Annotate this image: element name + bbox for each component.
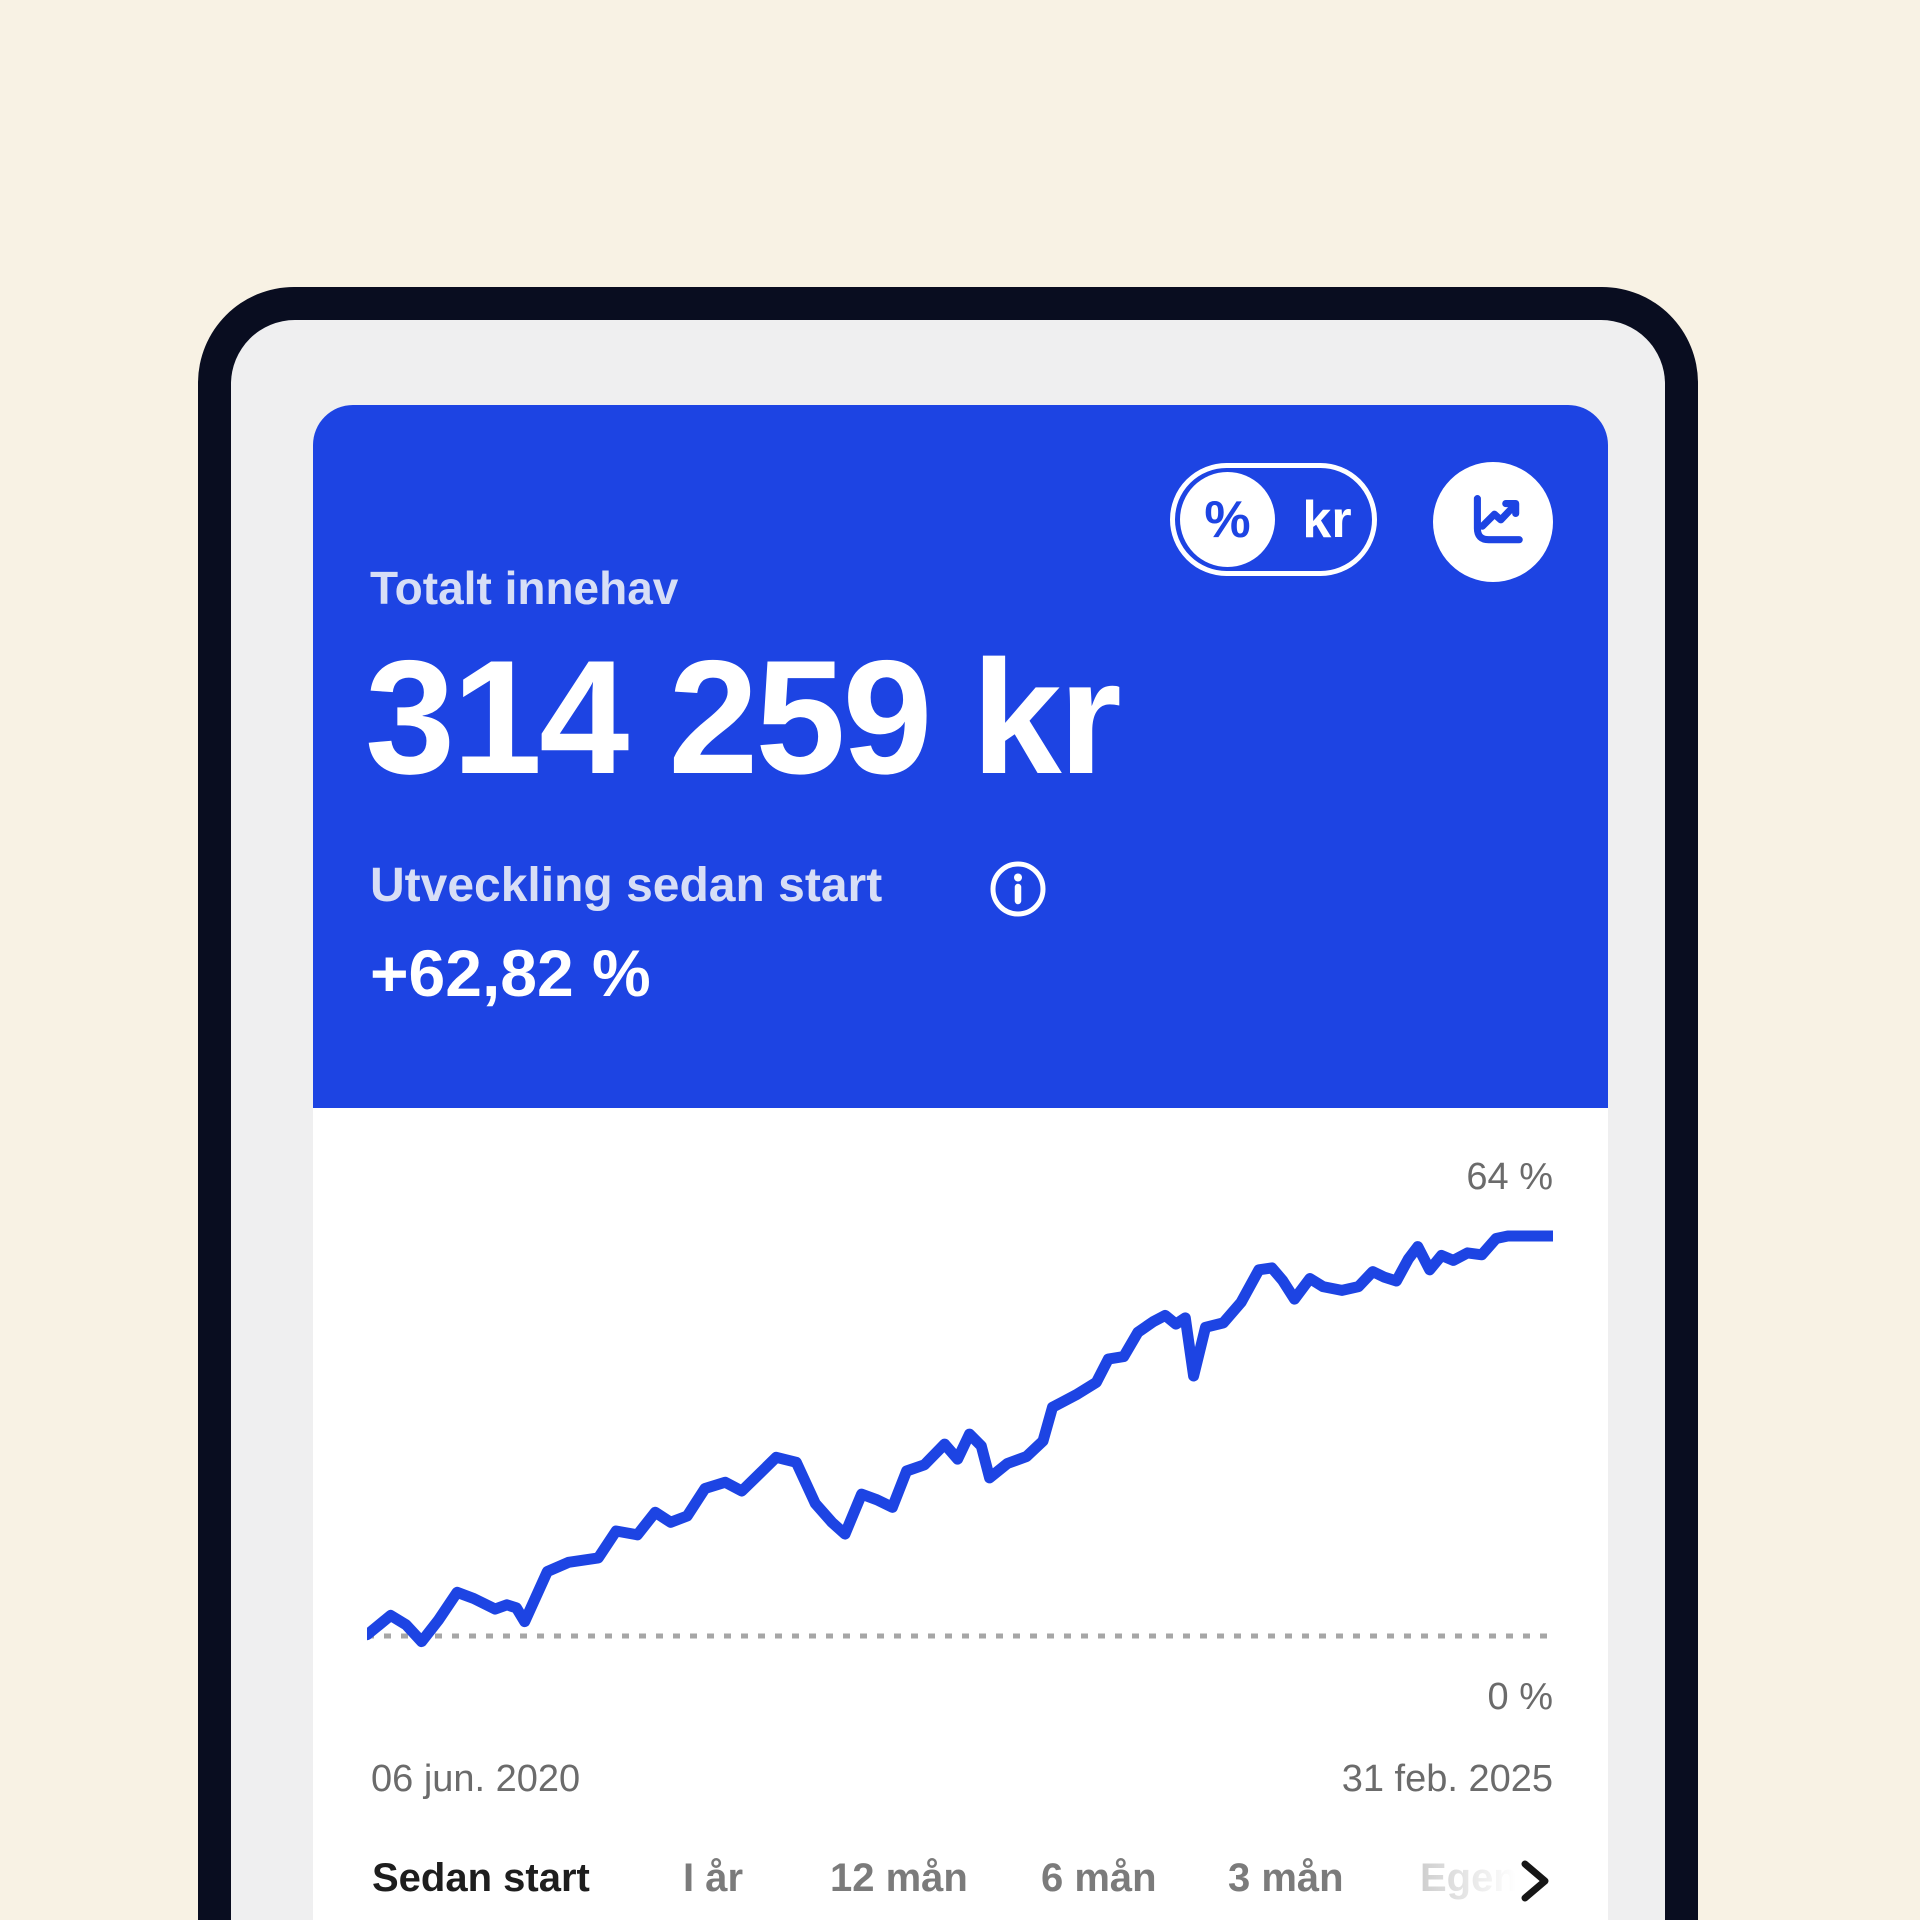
percent-toggle-option[interactable]: % [1180, 472, 1275, 567]
chevron-right-icon[interactable] [1518, 1858, 1552, 1904]
line-chart-icon [1473, 495, 1523, 544]
period-tabs: Egen 3 mån 6 mån 12 mån I år Sedan start [313, 1848, 1608, 1920]
performance-chart-section: 64 % 0 % 06 jun. 2020 31 feb. 2025 Egen 3… [313, 1108, 1608, 1920]
content-sheet: % kr Totalt innehav [313, 405, 1608, 1920]
chart-date-range: 06 jun. 2020 31 feb. 2025 [371, 1758, 1553, 1801]
tab-sedan-start[interactable]: Sedan start [372, 1856, 590, 1900]
total-holdings-amount: 314 259 kr [365, 627, 1122, 808]
tab-egen[interactable]: Egen [1420, 1856, 1518, 1900]
performance-chart [367, 1230, 1553, 1648]
chart-max-label: 64 % [1466, 1156, 1553, 1198]
info-icon[interactable] [989, 860, 1047, 918]
chart-start-date: 06 jun. 2020 [371, 1758, 581, 1800]
tab-12-m-n[interactable]: 12 mån [830, 1856, 968, 1900]
phone-screen: % kr Totalt innehav [231, 320, 1665, 1920]
currency-toggle-label: kr [1302, 490, 1352, 549]
percent-toggle-label: % [1204, 490, 1251, 549]
tab-3-m-n[interactable]: 3 mån [1228, 1856, 1344, 1900]
chart-view-button[interactable] [1433, 462, 1553, 582]
tab-i-r[interactable]: I år [683, 1856, 744, 1900]
tab-6-m-n[interactable]: 6 mån [1041, 1856, 1157, 1900]
currency-toggle-option[interactable]: kr [1283, 468, 1371, 571]
phone-frame: % kr Totalt innehav [198, 287, 1698, 1920]
total-holdings-label: Totalt innehav [370, 562, 679, 614]
portfolio-summary-card: % kr Totalt innehav [313, 405, 1608, 1108]
unit-toggle[interactable]: % kr [1170, 463, 1377, 576]
chart-end-date: 31 feb. 2025 [1341, 1758, 1553, 1800]
chart-zero-label: 0 % [1487, 1676, 1553, 1718]
development-since-start-label: Utveckling sedan start [370, 859, 883, 912]
performance-line [367, 1230, 1553, 1648]
development-percentage-value: +62,82 % [370, 936, 651, 1010]
